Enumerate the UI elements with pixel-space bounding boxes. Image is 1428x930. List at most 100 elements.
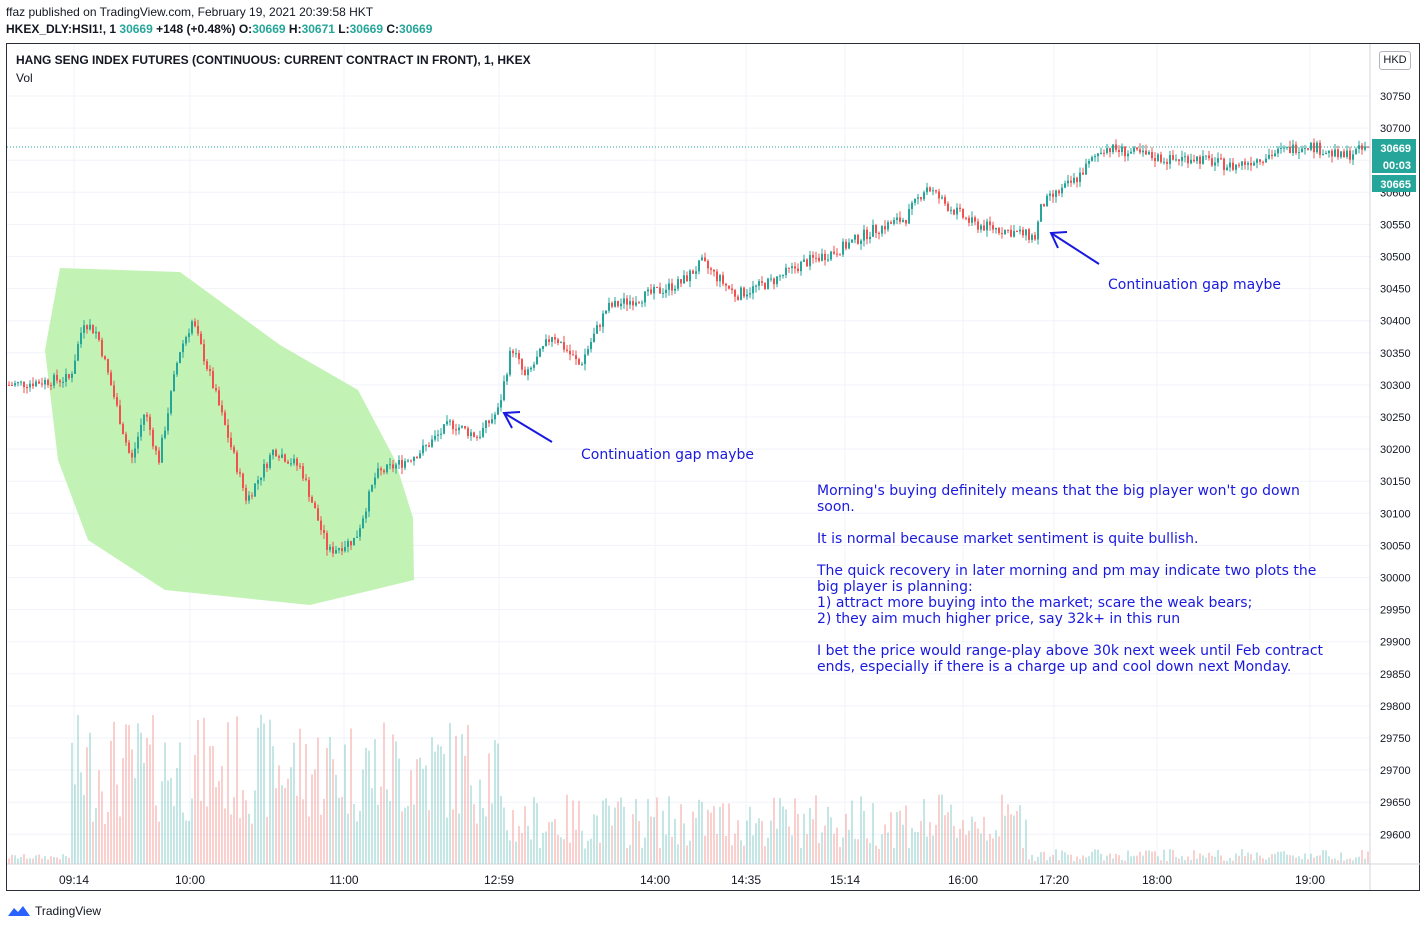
volume-bar (410, 770, 412, 864)
candle-body (509, 350, 511, 375)
candle-body (1346, 150, 1348, 157)
volume-bar (698, 799, 700, 864)
volume-bar (875, 845, 877, 864)
volume-bar (158, 821, 160, 864)
candle-body (599, 325, 601, 327)
candle-body (884, 226, 886, 230)
volume-bar (779, 798, 781, 864)
volume-bar (1178, 858, 1180, 864)
volume-bar (1298, 856, 1300, 864)
volume-bar (911, 827, 913, 864)
volume-bar (611, 825, 613, 864)
candle-body (440, 433, 442, 435)
candle-body (866, 229, 868, 240)
candle-body (554, 337, 556, 340)
candle-body (1316, 142, 1318, 153)
volume-bar (638, 820, 640, 864)
volume-bar (584, 848, 586, 864)
volume-bar (215, 787, 217, 864)
volume-bar (758, 818, 760, 864)
candle-body (983, 225, 985, 231)
volume-bar (1049, 856, 1051, 864)
volume-bar (854, 838, 856, 864)
volume-bar (938, 794, 940, 864)
candle-body (1289, 146, 1291, 153)
candle-body (845, 241, 847, 249)
candle-body (563, 342, 565, 350)
volume-bar (1073, 860, 1075, 864)
volume-bar (863, 810, 865, 864)
volume-bar (581, 830, 583, 864)
brand-label[interactable]: TradingView (35, 904, 102, 918)
volume-bar (1235, 853, 1237, 864)
candle-body (929, 187, 931, 192)
candle-body (1274, 153, 1276, 157)
candle-body (770, 278, 772, 280)
volume-bar (1310, 853, 1312, 864)
candle-body (1181, 157, 1183, 162)
volume-bar (1034, 860, 1036, 864)
candle-body (821, 253, 823, 261)
candle-body (992, 225, 994, 230)
candle-body (161, 437, 163, 463)
volume-bar (1184, 860, 1186, 864)
volume-bar (887, 832, 889, 864)
candle-body (710, 268, 712, 270)
candle-body (1019, 229, 1021, 232)
candle-body (1322, 154, 1324, 156)
candle-body (281, 454, 283, 458)
candle-body (1217, 158, 1219, 163)
candle-body (659, 287, 661, 294)
candle-body (38, 381, 40, 384)
volume-bar (833, 833, 835, 864)
time-tick-label: 10:00 (175, 873, 205, 887)
candle-body (497, 407, 499, 415)
candle-body (779, 275, 781, 277)
candle-body (236, 452, 238, 473)
volume-bar (662, 810, 664, 864)
volume-bar (374, 739, 376, 864)
candle-body (1208, 155, 1210, 159)
price-tick-label: 29650 (1380, 797, 1411, 809)
volume-bar (437, 744, 439, 864)
volume-bar (560, 837, 562, 864)
candle-body (1280, 147, 1282, 149)
volume-bar (1028, 859, 1030, 864)
candle-body (1202, 156, 1204, 164)
candle-body (1145, 150, 1147, 155)
currency-button[interactable]: HKD (1379, 51, 1411, 70)
volume-bar (497, 743, 499, 864)
volume-bar (1181, 856, 1183, 864)
candle-body (701, 257, 703, 261)
volume-bar (377, 804, 379, 864)
volume-bar (287, 778, 289, 864)
volume-bar (806, 834, 808, 864)
volume-bar (338, 797, 340, 864)
candle-body (389, 464, 391, 466)
candle-body (482, 427, 484, 437)
volume-bar (989, 833, 991, 864)
candle-body (89, 324, 91, 330)
volume-bar (473, 804, 475, 864)
time-tick-label: 15:14 (830, 873, 860, 887)
price-tick-label: 29750 (1380, 733, 1411, 745)
candle-body (947, 203, 949, 211)
candle-body (479, 436, 481, 438)
candle-body (104, 356, 106, 360)
volume-bar (371, 788, 373, 864)
time-tick-label: 12:59 (484, 873, 514, 887)
volume-bar (254, 790, 256, 864)
chart-frame[interactable] (6, 43, 1420, 891)
volume-bar (1196, 858, 1198, 864)
volume-bar (347, 813, 349, 864)
volume-bar (1217, 849, 1219, 864)
candle-body (341, 548, 343, 552)
volume-bar (776, 828, 778, 864)
volume-bar (470, 785, 472, 864)
volume-bar (209, 746, 211, 864)
volume-bar (686, 845, 688, 864)
volume-bar (200, 800, 202, 864)
volume-bar (1154, 851, 1156, 864)
candle-body (395, 464, 397, 469)
